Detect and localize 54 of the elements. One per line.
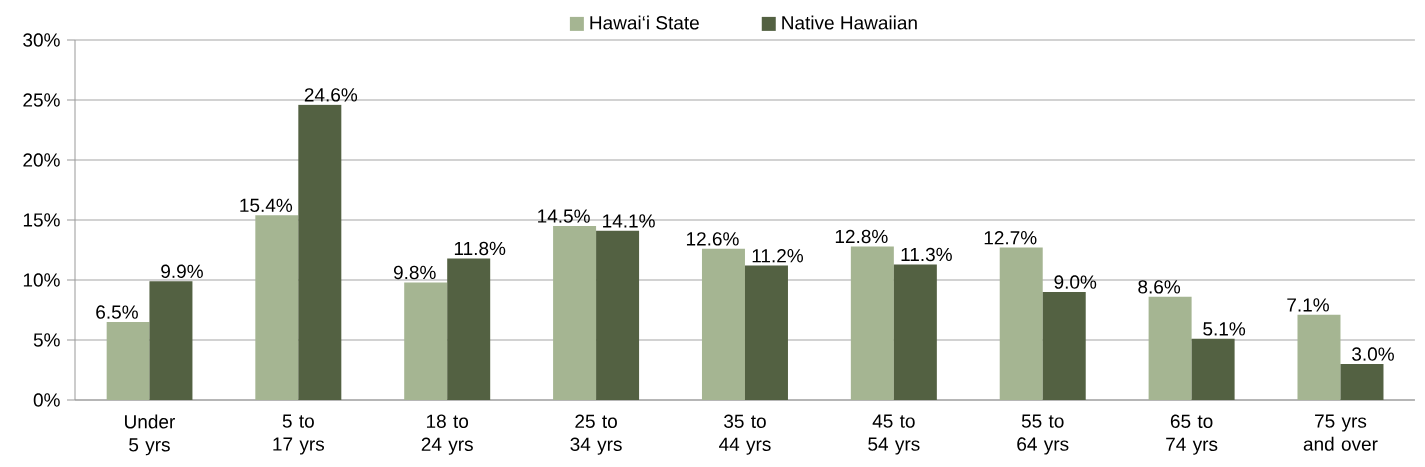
- bar: [106, 322, 150, 400]
- x-tick-label: 5 to 17 yrs: [273, 414, 325, 455]
- data-label: 12.7%: [984, 231, 1037, 245]
- data-label: 12.8%: [835, 229, 888, 244]
- x-tick-label: 65 to 74 yrs: [1166, 414, 1218, 455]
- data-label: 11.2%: [752, 249, 804, 263]
- bar: [298, 104, 342, 400]
- bar: [1340, 364, 1384, 400]
- x-tick-label: 25 to 34 yrs: [570, 414, 622, 455]
- data-label: 15.4%: [240, 198, 293, 212]
- bar: [149, 281, 193, 400]
- data-label: 9.0%: [1054, 275, 1097, 289]
- bar: [255, 215, 299, 400]
- x-tick-label: 18 to 24 yrs: [421, 414, 473, 455]
- bar: [1042, 292, 1086, 400]
- data-label: 6.5%: [96, 305, 138, 319]
- data-label: 14.1%: [603, 214, 655, 228]
- y-tick-label: 5%: [33, 333, 60, 347]
- data-label: 8.6%: [1138, 280, 1181, 294]
- data-label: 9.8%: [393, 265, 436, 280]
- bar: [701, 248, 745, 400]
- bar: [447, 258, 491, 400]
- data-label: 12.6%: [686, 232, 739, 246]
- bar: [1297, 314, 1341, 400]
- data-label: 5.1%: [1203, 322, 1246, 336]
- x-tick-label: Under 5 yrs: [125, 414, 175, 456]
- y-tick-label: 15%: [23, 213, 60, 227]
- data-label: 9.9%: [161, 264, 203, 278]
- bar: [744, 265, 788, 400]
- data-label: 7.1%: [1287, 298, 1329, 312]
- bar: [1191, 338, 1235, 400]
- y-tick-label: 0%: [33, 393, 60, 407]
- x-tick-label: 55 to 64 yrs: [1017, 414, 1069, 455]
- data-label: 3.0%: [1352, 347, 1394, 361]
- bar: [850, 246, 894, 400]
- y-tick-label: 20%: [23, 153, 60, 167]
- y-tick-label: 30%: [23, 33, 60, 47]
- legend-label: Native Hawaiian: [782, 15, 917, 30]
- bar: [1148, 296, 1192, 400]
- x-tick-label: 45 to 54 yrs: [868, 414, 920, 455]
- data-label: 11.3%: [901, 247, 952, 262]
- bar: [893, 264, 937, 400]
- bar: [404, 282, 448, 400]
- y-tick-label: 25%: [23, 93, 60, 107]
- bar: [596, 230, 640, 400]
- data-label: 14.5%: [538, 209, 590, 223]
- x-tick-label: 35 to 44 yrs: [719, 414, 771, 455]
- x-tick-label: 75 yrs and over: [1303, 414, 1378, 451]
- y-tick-label: 10%: [23, 273, 60, 287]
- data-label: 24.6%: [304, 88, 358, 102]
- data-label: 11.8%: [454, 241, 506, 256]
- legend-label: Hawai‘i State: [590, 15, 699, 30]
- bar: [999, 247, 1043, 400]
- bar: [553, 226, 597, 400]
